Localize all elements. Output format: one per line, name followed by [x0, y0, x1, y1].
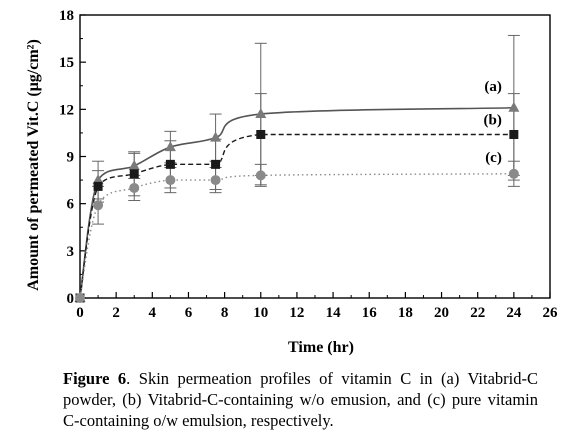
- data-point-triangle: [164, 141, 176, 152]
- x-tick-label: 10: [253, 305, 268, 321]
- y-tick-label: 12: [59, 102, 74, 118]
- data-point-square: [93, 181, 103, 191]
- x-tick-label: 14: [326, 305, 342, 321]
- x-tick-label: 24: [506, 305, 522, 321]
- series-tag-1: (b): [484, 112, 502, 128]
- x-tick-label: 0: [76, 305, 84, 321]
- data-point-square: [129, 169, 139, 179]
- data-point-circle: [75, 293, 85, 303]
- data-point-square: [165, 159, 175, 169]
- series-tag-0: (a): [484, 79, 502, 95]
- data-point-triangle: [210, 131, 222, 142]
- x-tick-label: 6: [185, 305, 193, 321]
- x-tick-label: 8: [221, 305, 229, 321]
- x-tick-label: 22: [470, 305, 485, 321]
- y-tick-label: 9: [67, 150, 75, 166]
- data-point-triangle: [508, 101, 520, 112]
- x-tick-label: 16: [362, 305, 378, 321]
- y-axis-title: Amount of permeated Vit.C (μg/cm²): [25, 39, 42, 291]
- data-point-square: [256, 129, 266, 139]
- series-tag-2: (c): [485, 150, 502, 166]
- data-point-circle: [508, 168, 519, 179]
- data-point-triangle: [92, 174, 104, 185]
- data-point-triangle: [128, 159, 140, 170]
- data-point-circle: [93, 200, 104, 211]
- y-tick-label: 0: [67, 291, 75, 307]
- x-tick-label: 26: [543, 305, 559, 321]
- y-tick-label: 6: [67, 197, 75, 213]
- x-axis-title: Time (hr): [288, 339, 354, 356]
- caption-text: . Skin permeation profiles of vitamin C …: [63, 369, 538, 430]
- data-point-circle: [129, 182, 140, 193]
- x-tick-label: 4: [149, 305, 157, 321]
- x-tick-label: 18: [398, 305, 413, 321]
- x-tick-label: 2: [112, 305, 120, 321]
- series-line-0: [79, 106, 514, 299]
- data-point-triangle: [255, 108, 267, 119]
- series-tags: (a) (b) (c): [484, 79, 502, 166]
- series-layer: [74, 34, 520, 303]
- x-tick-label: 12: [289, 305, 304, 321]
- series-line-1: [79, 133, 514, 299]
- data-point-square: [211, 159, 221, 169]
- y-tick-label: 15: [59, 55, 74, 71]
- data-point-square: [509, 129, 519, 139]
- y-tick-label: 18: [59, 8, 74, 24]
- data-point-circle: [210, 175, 221, 186]
- caption-label: Figure 6: [63, 369, 127, 388]
- y-tick-label: 3: [67, 244, 75, 260]
- data-point-circle: [165, 175, 176, 186]
- x-tick-label: 20: [434, 305, 449, 321]
- figure-caption: Figure 6. Skin permeation profiles of vi…: [63, 368, 538, 431]
- data-point-circle: [255, 170, 266, 181]
- series-line-2: [79, 173, 514, 299]
